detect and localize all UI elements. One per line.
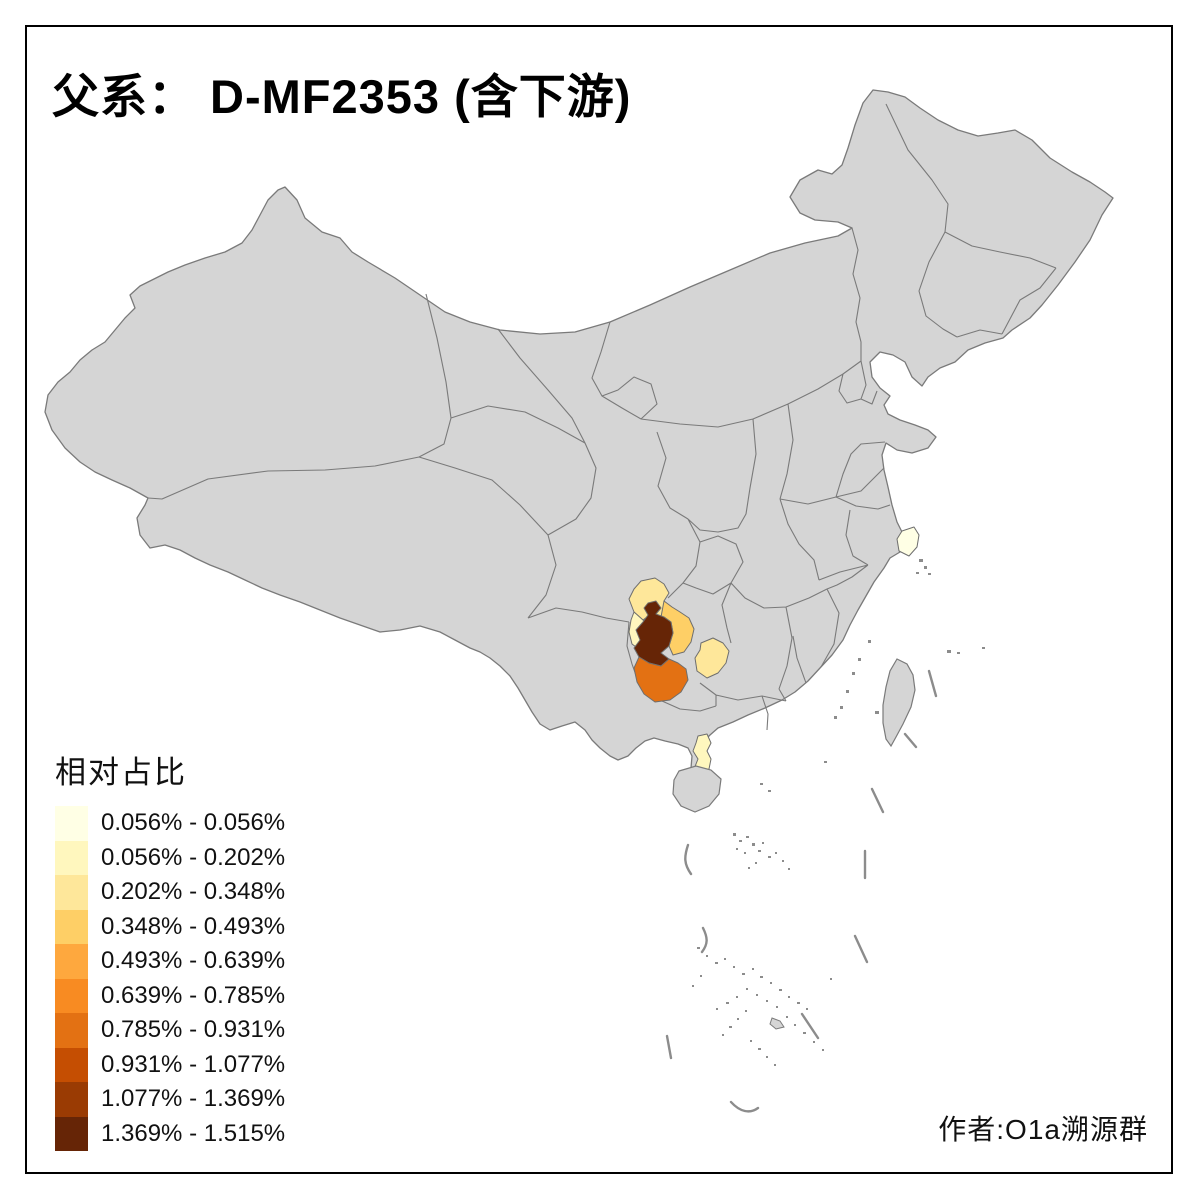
taiwan-island [882, 658, 916, 748]
legend-rows: 0.056% - 0.056% 0.056% - 0.202% 0.202% - 0… [55, 806, 285, 1151]
legend-swatch [55, 875, 88, 910]
legend-label: 0.639% - 0.785% [101, 981, 286, 1009]
legend-label: 0.202% - 0.348% [101, 878, 286, 906]
nine-dash-line [665, 669, 938, 1113]
legend-swatch [55, 806, 88, 841]
attribution: 作者:O1a溯源群 [938, 1114, 1148, 1145]
legend-swatch [55, 909, 88, 944]
figure-title: 父系： D-MF2353 (含下游) [52, 70, 632, 123]
region-west-hunan-east-guizhou [694, 637, 730, 679]
spratly-main-island [769, 1017, 785, 1030]
region-shanghai [896, 526, 920, 557]
legend-label: 1.369% - 1.515% [101, 1119, 286, 1147]
legend-swatch [55, 944, 88, 979]
legend-row: 0.056% - 0.056% [55, 806, 285, 841]
legend: 相对占比 0.056% - 0.056% 0.056% - 0.202% 0.202… [55, 747, 285, 1151]
legend-row: 0.493% - 0.639% [55, 944, 285, 979]
hainan-island [672, 765, 722, 813]
legend-label: 0.056% - 0.056% [101, 809, 286, 837]
south-china-sea-islands [692, 761, 832, 1066]
legend-swatch [55, 1013, 88, 1048]
legend-label: 1.077% - 1.369% [101, 1085, 286, 1113]
legend-label: 0.348% - 0.493% [101, 912, 286, 940]
legend-swatch [55, 840, 88, 875]
region-west-central-guizhou [633, 656, 689, 703]
legend-swatch [55, 1047, 88, 1082]
legend-label: 0.056% - 0.202% [101, 843, 286, 871]
legend-swatch [55, 1116, 88, 1151]
legend-row: 0.056% - 0.202% [55, 840, 286, 875]
province-borders [147, 103, 1057, 731]
legend-label: 0.493% - 0.639% [101, 947, 286, 975]
legend-row: 0.202% - 0.348% [55, 875, 285, 910]
legend-row: 0.348% - 0.493% [55, 909, 286, 944]
legend-label: 0.931% - 1.077% [101, 1050, 286, 1078]
legend-row: 0.785% - 0.931% [55, 1013, 285, 1048]
legend-row: 1.369% - 1.515% [55, 1116, 286, 1151]
legend-title: 相对占比 [55, 755, 187, 790]
legend-row: 0.931% - 1.077% [55, 1047, 286, 1082]
legend-label: 0.785% - 0.931% [101, 1016, 286, 1044]
legend-swatch [55, 978, 88, 1013]
legend-row: 0.639% - 0.785% [55, 978, 286, 1013]
legend-row: 1.077% - 1.369% [55, 1082, 285, 1117]
legend-swatch [55, 1082, 88, 1117]
